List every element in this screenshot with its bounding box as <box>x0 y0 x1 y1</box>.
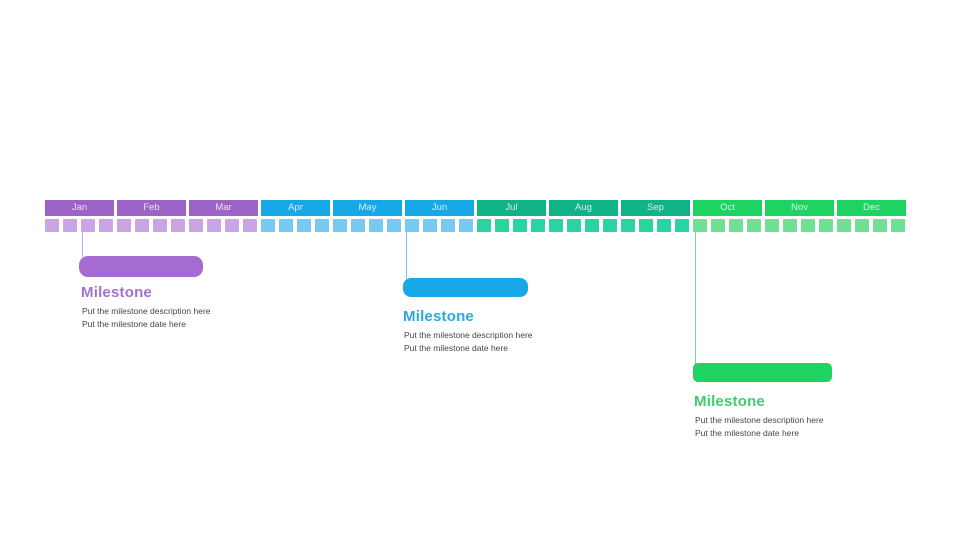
week-cell <box>675 219 689 232</box>
week-cell <box>171 219 185 232</box>
month-jun: Jun <box>405 200 474 216</box>
week-cell <box>207 219 221 232</box>
week-cell <box>495 219 509 232</box>
week-cell <box>315 219 329 232</box>
milestone-3-title[interactable]: Milestone <box>694 393 765 410</box>
week-cell <box>153 219 167 232</box>
month-jan: Jan <box>45 200 114 216</box>
month-may: May <box>333 200 402 216</box>
week-cell <box>369 219 383 232</box>
week-cell <box>135 219 149 232</box>
week-cell <box>513 219 527 232</box>
week-cell <box>117 219 131 232</box>
week-cell <box>531 219 545 232</box>
week-cell <box>711 219 725 232</box>
week-cell <box>459 219 473 232</box>
milestone-3-bar[interactable] <box>693 363 832 382</box>
week-cell <box>351 219 365 232</box>
week-cell <box>189 219 203 232</box>
week-cell <box>81 219 95 232</box>
week-cell <box>693 219 707 232</box>
month-sep: Sep <box>621 200 690 216</box>
week-cell <box>765 219 779 232</box>
week-cell <box>837 219 851 232</box>
week-cell <box>747 219 761 232</box>
milestone-3-description[interactable]: Put the milestone description here Put t… <box>695 414 824 440</box>
month-feb: Feb <box>117 200 186 216</box>
week-cell <box>279 219 293 232</box>
week-cell <box>639 219 653 232</box>
milestone-1-date-line: Put the milestone date here <box>82 319 186 329</box>
week-cell <box>855 219 869 232</box>
week-cell <box>567 219 581 232</box>
milestone-3-date-line: Put the milestone date here <box>695 428 799 438</box>
week-cell <box>387 219 401 232</box>
months-row: Jan Feb Mar Apr May Jun Jul Aug Sep Oct Nov Dec <box>45 200 909 216</box>
week-cell <box>819 219 833 232</box>
milestone-1-description-line: Put the milestone description here <box>82 306 211 316</box>
week-cell <box>243 219 257 232</box>
week-cell <box>621 219 635 232</box>
milestone-2-date-line: Put the milestone date here <box>404 343 508 353</box>
week-cell <box>873 219 887 232</box>
weeks-row <box>45 219 909 232</box>
month-jul: Jul <box>477 200 546 216</box>
milestone-1-description[interactable]: Put the milestone description here Put t… <box>82 305 211 331</box>
milestone-3-connector-line <box>695 232 696 364</box>
week-cell <box>225 219 239 232</box>
month-oct: Oct <box>693 200 762 216</box>
week-cell <box>63 219 77 232</box>
milestone-2-title[interactable]: Milestone <box>403 308 474 325</box>
month-dec: Dec <box>837 200 906 216</box>
milestone-2-connector-line <box>406 232 407 279</box>
week-cell <box>657 219 671 232</box>
week-cell <box>45 219 59 232</box>
week-cell <box>783 219 797 232</box>
milestone-1-bar[interactable] <box>79 256 203 277</box>
week-cell <box>99 219 113 232</box>
milestone-1-title[interactable]: Milestone <box>81 284 152 301</box>
week-cell <box>441 219 455 232</box>
week-cell <box>261 219 275 232</box>
month-aug: Aug <box>549 200 618 216</box>
week-cell <box>801 219 815 232</box>
month-apr: Apr <box>261 200 330 216</box>
milestone-2-description[interactable]: Put the milestone description here Put t… <box>404 329 533 355</box>
week-cell <box>729 219 743 232</box>
milestone-3-description-line: Put the milestone description here <box>695 415 824 425</box>
milestone-1-connector-line <box>82 232 83 257</box>
week-cell <box>603 219 617 232</box>
week-cell <box>405 219 419 232</box>
week-cell <box>891 219 905 232</box>
month-mar: Mar <box>189 200 258 216</box>
week-cell <box>423 219 437 232</box>
week-cell <box>549 219 563 232</box>
month-nov: Nov <box>765 200 834 216</box>
week-cell <box>297 219 311 232</box>
week-cell <box>585 219 599 232</box>
milestone-2-bar[interactable] <box>403 278 528 297</box>
milestone-2-description-line: Put the milestone description here <box>404 330 533 340</box>
week-cell <box>477 219 491 232</box>
week-cell <box>333 219 347 232</box>
year-timeline: Jan Feb Mar Apr May Jun Jul Aug Sep Oct Nov Dec <box>45 200 909 232</box>
